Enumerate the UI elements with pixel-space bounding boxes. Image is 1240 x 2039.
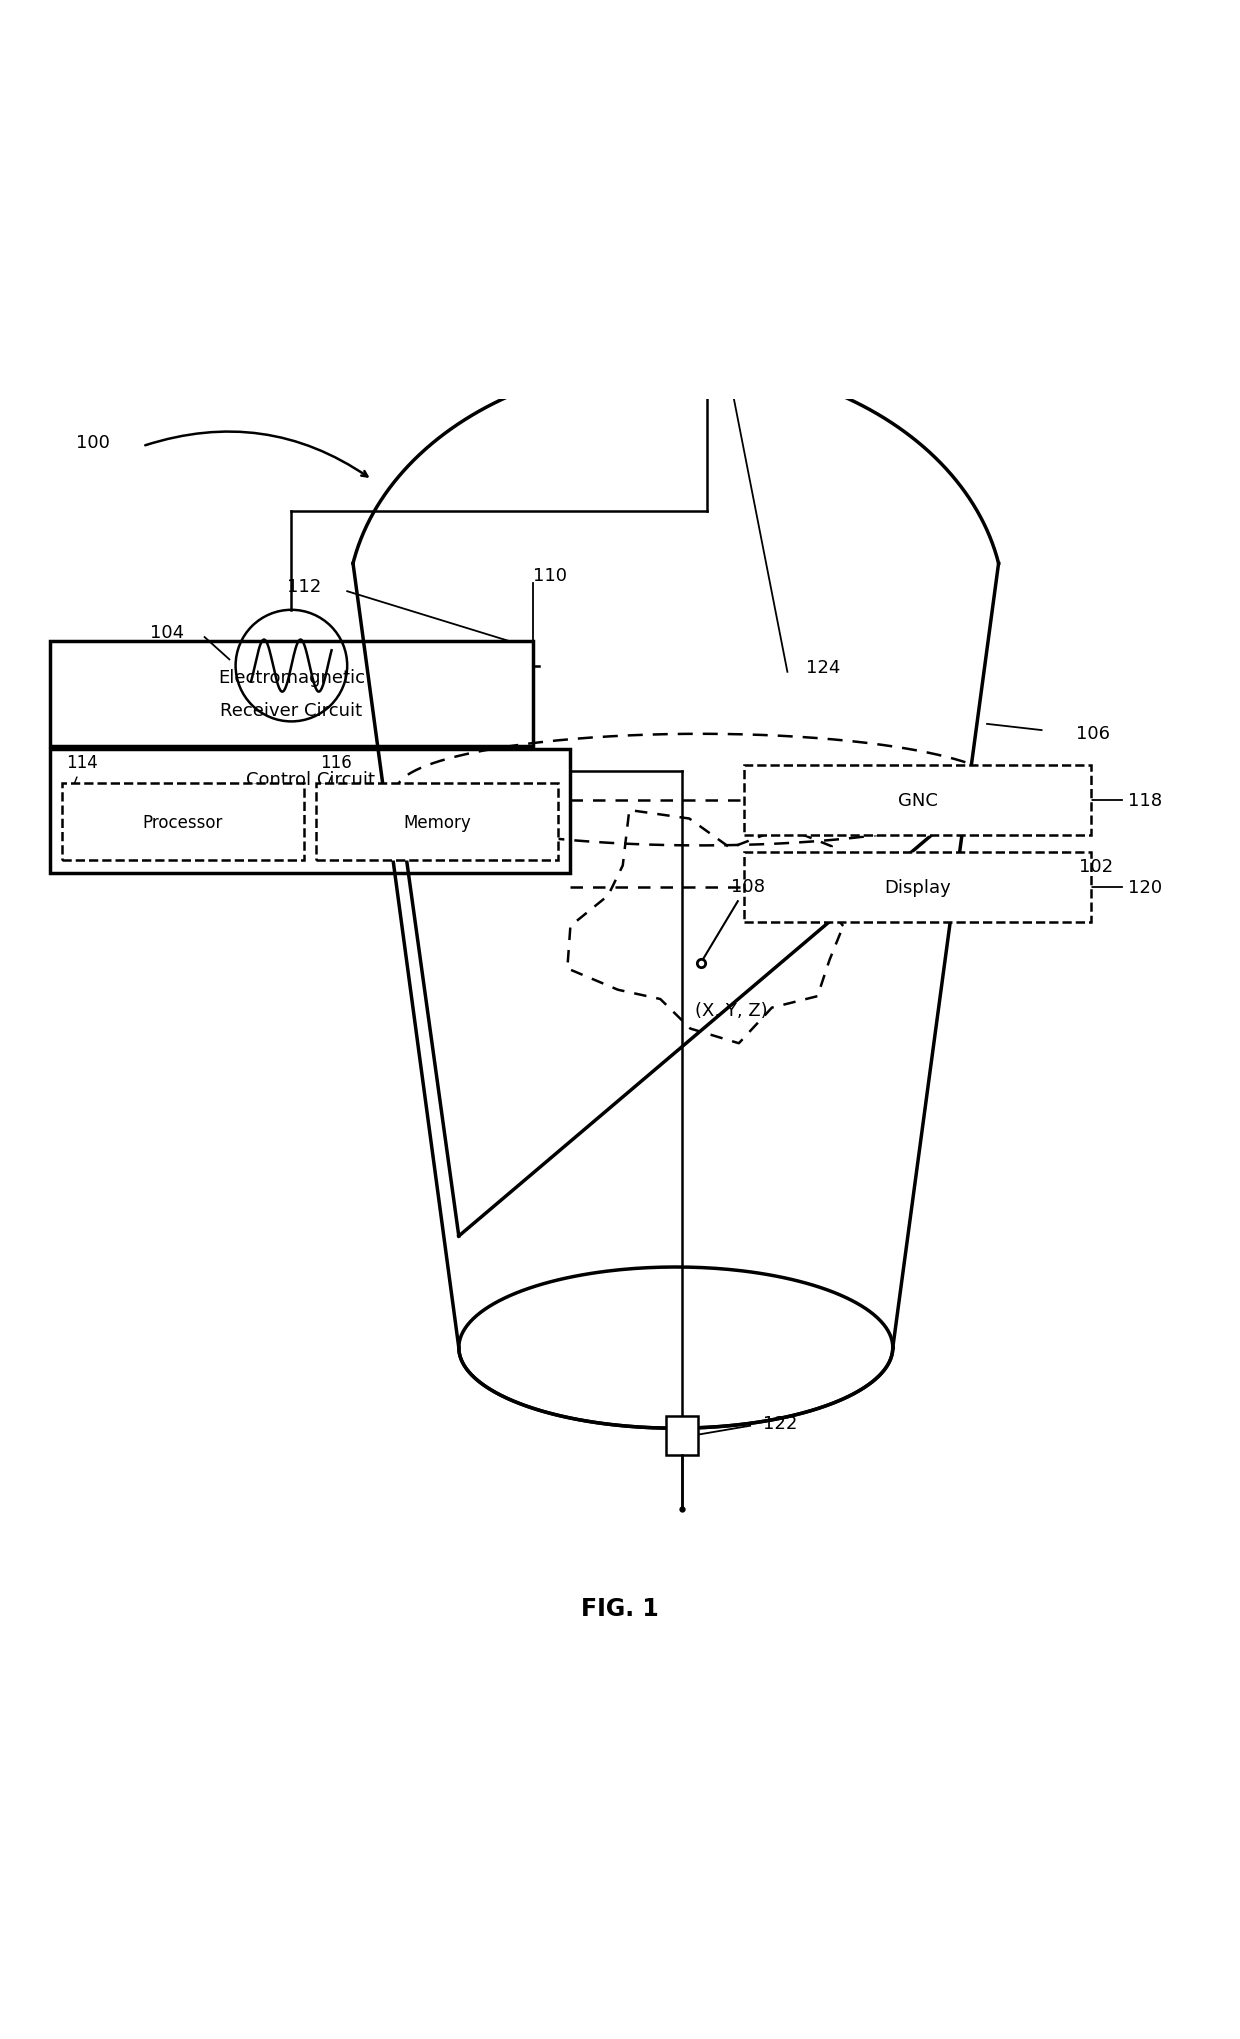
Text: (X, Y, Z): (X, Y, Z)	[696, 1001, 768, 1020]
FancyBboxPatch shape	[744, 852, 1091, 924]
FancyBboxPatch shape	[744, 765, 1091, 836]
Text: Display: Display	[884, 879, 951, 897]
FancyBboxPatch shape	[62, 785, 304, 860]
Text: FIG. 1: FIG. 1	[582, 1597, 658, 1621]
Text: 116: 116	[320, 754, 352, 771]
FancyBboxPatch shape	[50, 642, 533, 746]
FancyBboxPatch shape	[50, 748, 570, 873]
Text: 114: 114	[66, 754, 98, 771]
Text: 118: 118	[1128, 791, 1163, 809]
Text: Electromagnetic: Electromagnetic	[218, 669, 365, 687]
Text: 120: 120	[1128, 879, 1163, 897]
Text: 112: 112	[286, 577, 321, 595]
Text: 110: 110	[533, 567, 567, 585]
Text: 108: 108	[730, 879, 765, 895]
Text: 124: 124	[806, 659, 841, 677]
Text: Memory: Memory	[403, 814, 471, 832]
Text: Receiver Circuit: Receiver Circuit	[221, 701, 362, 720]
Text: 106: 106	[1076, 724, 1110, 742]
Text: 122: 122	[763, 1415, 797, 1433]
Text: Processor: Processor	[143, 814, 223, 832]
FancyBboxPatch shape	[316, 785, 558, 860]
Text: 100: 100	[76, 434, 110, 453]
Text: 102: 102	[1079, 858, 1114, 877]
Text: Control Circuit: Control Circuit	[246, 771, 374, 789]
FancyBboxPatch shape	[666, 1417, 698, 1456]
Text: 104: 104	[150, 624, 185, 642]
FancyBboxPatch shape	[691, 330, 723, 369]
Text: GNC: GNC	[898, 791, 937, 809]
